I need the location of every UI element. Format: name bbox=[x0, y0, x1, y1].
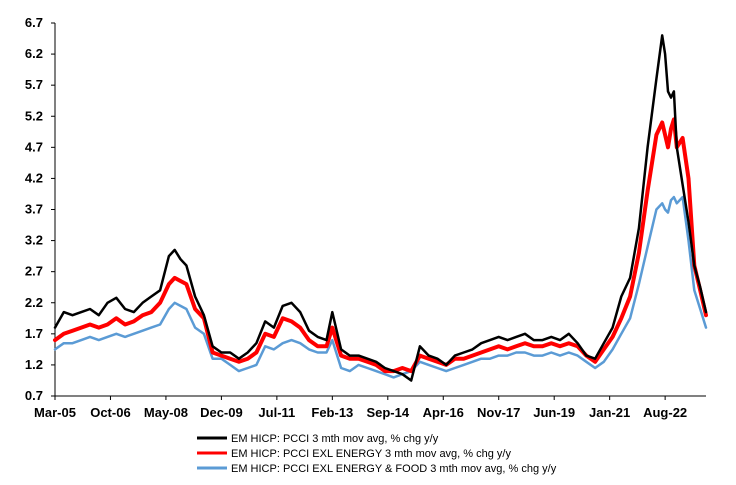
x-tick-label: Sep-14 bbox=[366, 405, 409, 420]
legend: EM HICP: PCCI 3 mth mov avg, % chg y/y EM… bbox=[197, 433, 557, 475]
legend-label-1: EM HICP: PCCI 3 mth mov avg, % chg y/y bbox=[231, 433, 439, 445]
legend-label-2: EM HICP: PCCI EXL ENERGY 3 mth mov avg, … bbox=[231, 448, 511, 460]
y-tick-label: 4.2 bbox=[25, 170, 43, 185]
y-tick-label: 5.7 bbox=[25, 77, 43, 92]
axes: 6.7 6.2 5.7 5.2 4.7 4.2 3.7 3.2 2.7 2.2 1.7 1.2 0.7 M… bbox=[25, 15, 706, 420]
y-tick-label: 1.2 bbox=[25, 357, 43, 372]
x-tick-label: Dec-09 bbox=[200, 405, 243, 420]
y-tick-label: 3.7 bbox=[25, 202, 43, 217]
y-tick-label: 2.2 bbox=[25, 295, 43, 310]
x-tick-label: Jul-11 bbox=[258, 405, 295, 420]
x-tick-label: Mar-05 bbox=[34, 405, 76, 420]
series-line-3 bbox=[53, 195, 708, 379]
series-line-1 bbox=[53, 34, 708, 382]
x-tick-label: Apr-16 bbox=[423, 405, 464, 420]
x-tick-label: Jan-21 bbox=[589, 405, 630, 420]
y-tick-label: 6.7 bbox=[25, 15, 43, 30]
x-tick-label: Oct-06 bbox=[90, 405, 130, 420]
y-tick-label: 4.7 bbox=[25, 139, 43, 154]
x-tick-label: Feb-13 bbox=[311, 405, 353, 420]
y-tick-label: 2.7 bbox=[25, 264, 43, 279]
series-line-2 bbox=[53, 117, 708, 374]
y-tick-label: 3.2 bbox=[25, 233, 43, 248]
x-tick-label: May-08 bbox=[144, 405, 188, 420]
y-tick-label: 6.2 bbox=[25, 46, 43, 61]
series-lines bbox=[53, 34, 708, 382]
y-tick-label: 1.7 bbox=[25, 326, 43, 341]
y-tick-label: 0.7 bbox=[25, 388, 43, 403]
x-tick-label: Nov-17 bbox=[477, 405, 520, 420]
x-tick-label: Jun-19 bbox=[533, 405, 575, 420]
x-tick-label: Aug-22 bbox=[643, 405, 687, 420]
legend-label-3: EM HICP: PCCI EXL ENERGY & FOOD 3 mth mo… bbox=[231, 463, 557, 475]
y-tick-label: 5.2 bbox=[25, 108, 43, 123]
